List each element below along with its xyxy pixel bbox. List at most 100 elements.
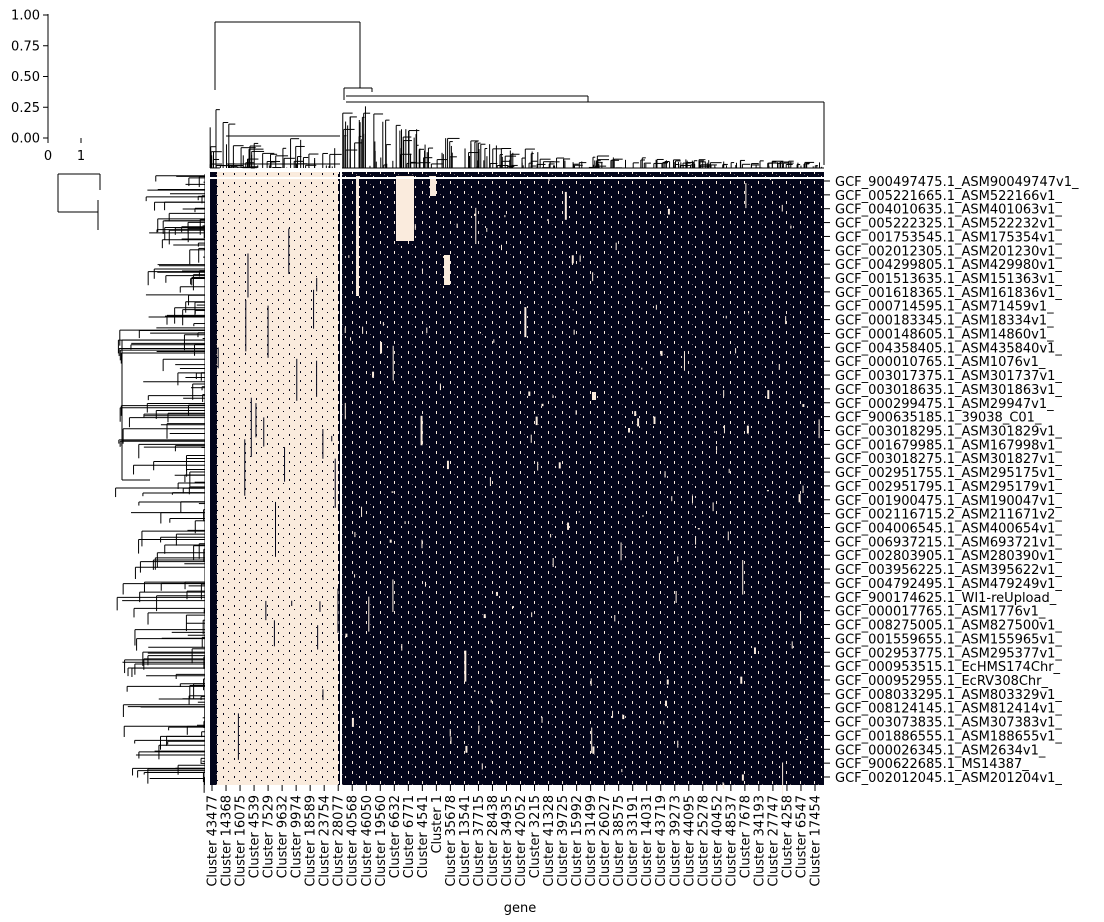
heatmap-cell <box>818 419 820 439</box>
heatmap-cell <box>317 625 319 650</box>
heatmap-cell <box>537 461 539 471</box>
heatmap-cell <box>331 435 333 442</box>
column-label: Cluster 48537 <box>724 795 739 887</box>
heatmap-cell <box>642 515 644 517</box>
column-label: Cluster 3215 <box>528 795 543 878</box>
heatmap-cell <box>478 725 480 732</box>
row-label: GCF_900497475.1_ASM90049747v1_ <box>835 175 1079 190</box>
heatmap-cell <box>567 522 570 530</box>
row-labels: GCF_900497475.1_ASM90049747v1_GCF_005221… <box>824 175 1079 786</box>
heatmap-cell <box>322 429 324 459</box>
heatmap-cell <box>800 611 802 621</box>
row-label: GCF_003956225.1_ASM395622v1_ <box>835 563 1062 578</box>
heatmap-cell <box>362 326 364 334</box>
heatmap-cell <box>802 404 805 407</box>
heatmap-cell <box>245 300 247 352</box>
heatmap-cell <box>592 746 595 754</box>
column-label: Cluster 39273 <box>668 795 683 887</box>
heatmap-cell <box>479 331 481 334</box>
column-label: Cluster 6547 <box>794 795 809 878</box>
heatmap-cell <box>474 213 477 216</box>
heatmap-cell <box>579 371 581 374</box>
row-label: GCF_001900475.1_ASM190047v1_ <box>835 494 1062 509</box>
heatmap-cell <box>590 678 592 686</box>
heatmap-cell <box>714 431 716 433</box>
row-label: GCF_900635185.1_39038_C01_ <box>835 411 1042 426</box>
heatmap-cell <box>802 485 804 493</box>
heatmap-cell <box>767 390 770 400</box>
heatmap-cell <box>748 311 750 314</box>
heatmap-cell <box>572 309 574 311</box>
heatmap-cell <box>746 425 749 434</box>
heatmap-cell <box>284 447 286 482</box>
row-dendrogram <box>57 173 206 793</box>
heatmap-cell <box>504 215 506 218</box>
heatmap-cell <box>660 350 663 356</box>
heatmap-column <box>210 172 213 785</box>
row-label: GCF_900622685.1_MS14387_ <box>835 757 1029 772</box>
row-label: GCF_002116715.2_ASM211671v2_ <box>835 508 1062 523</box>
heatmap-cell <box>392 579 394 612</box>
heatmap-cell <box>548 177 550 182</box>
row-label: GCF_008124145.1_ASM812414v1_ <box>835 702 1062 717</box>
heatmap-cell <box>667 208 670 215</box>
row-label: GCF_004299805.1_ASM429980v1_ <box>835 258 1062 273</box>
row-label: GCF_000299475.1_ASM29947v1_ <box>835 397 1054 412</box>
row-label: GCF_000183345.1_ASM18334v1_ <box>835 314 1054 329</box>
heatmap-cell <box>622 714 625 720</box>
heatmap-cell <box>727 531 729 541</box>
heatmap-cell <box>420 415 423 446</box>
row-label: GCF_002951795.1_ASM295179v1_ <box>835 480 1062 495</box>
colorbar-y-ticks: 0.00 0.25 0.50 0.75 1.00 <box>11 9 48 147</box>
heatmap-cell <box>361 506 363 517</box>
heatmap-cell <box>481 763 483 770</box>
heatmap-cell <box>237 713 239 760</box>
heatmap-cell <box>653 416 656 425</box>
column-label: Cluster 46050 <box>360 795 375 887</box>
row-label: GCF_002953775.1_ASM295377v1_ <box>835 646 1062 661</box>
heatmap-cell <box>426 327 428 334</box>
column-label: Cluster 4539 <box>248 795 263 878</box>
heatmap-cell <box>449 729 451 737</box>
colorbar-x-tick-label: 0 <box>44 149 52 164</box>
heatmap-cell <box>740 676 743 684</box>
row-label: GCF_004358405.1_ASM435840v1_ <box>835 341 1062 356</box>
column-label: Cluster 42052 <box>514 795 529 887</box>
heatmap-cell <box>250 397 252 457</box>
row-label: GCF_001679985.1_ASM167998v1_ <box>835 438 1062 453</box>
heatmap-cell <box>380 341 383 354</box>
heatmap-cell <box>275 501 277 557</box>
heatmap-cell <box>464 650 467 682</box>
row-label: GCF_005222325.1_ASM522232v1_ <box>835 217 1062 232</box>
heatmap-cell <box>723 390 725 397</box>
heatmap-cell <box>535 416 538 426</box>
heatmap-cell <box>351 717 354 727</box>
column-label: Cluster 1 <box>430 795 445 854</box>
column-label: Cluster 14031 <box>640 795 655 887</box>
column-label: Cluster 28438 <box>486 795 501 887</box>
row-label: GCF_000714595.1_ASM71459v1_ <box>835 300 1054 315</box>
column-label: Cluster 16075 <box>234 795 249 887</box>
heatmap-cell <box>267 305 269 358</box>
heatmap-cell <box>291 600 293 606</box>
column-label: Cluster 31499 <box>584 795 599 887</box>
heatmap-cell <box>723 783 725 790</box>
heatmap-cell <box>592 272 594 282</box>
heatmap-cell <box>769 178 771 180</box>
heatmap-cell <box>495 591 498 596</box>
heatmap-cell <box>263 417 265 447</box>
row-label: GCF_000953515.1_EcHMS174Chr_ <box>835 660 1061 675</box>
column-label: Cluster 34193 <box>752 795 767 887</box>
heatmap-patch <box>592 392 596 400</box>
row-label: GCF_004010635.1_ASM401063v1_ <box>835 203 1062 218</box>
row-label: GCF_008033295.1_ASM803329v1_ <box>835 688 1062 703</box>
row-label: GCF_000148605.1_ASM14860v1_ <box>835 327 1054 342</box>
heatmap-cell <box>716 446 718 451</box>
column-label: Cluster 33191 <box>626 795 641 887</box>
heatmap-cell <box>350 337 352 341</box>
heatmap-cell <box>634 411 637 416</box>
column-labels: Cluster 43477 Cluster 14368 Cluster 16075 C… <box>206 785 824 887</box>
heatmap-cell <box>368 596 370 632</box>
column-label: Cluster 25278 <box>696 795 711 887</box>
heatmap-cell <box>641 367 643 370</box>
